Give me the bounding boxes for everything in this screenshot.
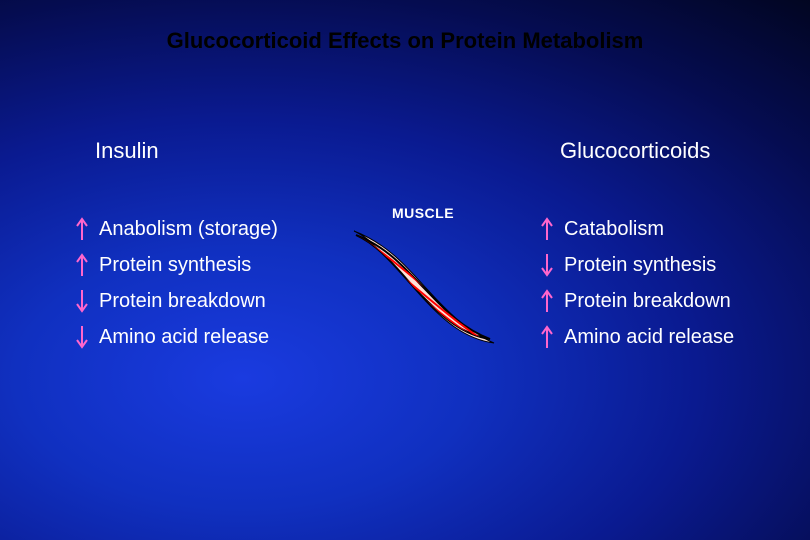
muscle-graphic: MUSCLE	[348, 205, 498, 352]
down-arrow-icon	[540, 252, 554, 278]
up-arrow-icon	[75, 252, 89, 278]
up-arrow-icon	[75, 216, 89, 242]
list-item: Catabolism	[540, 215, 734, 243]
list-item: Protein breakdown	[540, 287, 734, 315]
right-column-header: Glucocorticoids	[560, 138, 710, 164]
up-arrow-icon	[540, 324, 554, 350]
list-item: Protein synthesis	[75, 251, 278, 279]
list-item: Anabolism (storage)	[75, 215, 278, 243]
slide-title: Glucocorticoid Effects on Protein Metabo…	[0, 28, 810, 54]
left-column-header: Insulin	[95, 138, 159, 164]
list-item: Protein synthesis	[540, 251, 734, 279]
item-label: Catabolism	[564, 218, 664, 241]
up-arrow-icon	[540, 288, 554, 314]
item-label: Protein breakdown	[564, 290, 731, 313]
list-item: Amino acid release	[540, 323, 734, 351]
item-label: Protein breakdown	[99, 290, 266, 313]
right-items: Catabolism Protein synthesis Protein bre…	[540, 215, 734, 359]
item-label: Amino acid release	[564, 326, 734, 349]
down-arrow-icon	[75, 324, 89, 350]
muscle-icon	[348, 227, 498, 347]
muscle-label: MUSCLE	[348, 205, 498, 221]
list-item: Amino acid release	[75, 323, 278, 351]
item-label: Protein synthesis	[564, 254, 716, 277]
left-items: Anabolism (storage) Protein synthesis Pr…	[75, 215, 278, 359]
item-label: Protein synthesis	[99, 254, 251, 277]
list-item: Protein breakdown	[75, 287, 278, 315]
up-arrow-icon	[540, 216, 554, 242]
item-label: Anabolism (storage)	[99, 218, 278, 241]
item-label: Amino acid release	[99, 326, 269, 349]
down-arrow-icon	[75, 288, 89, 314]
